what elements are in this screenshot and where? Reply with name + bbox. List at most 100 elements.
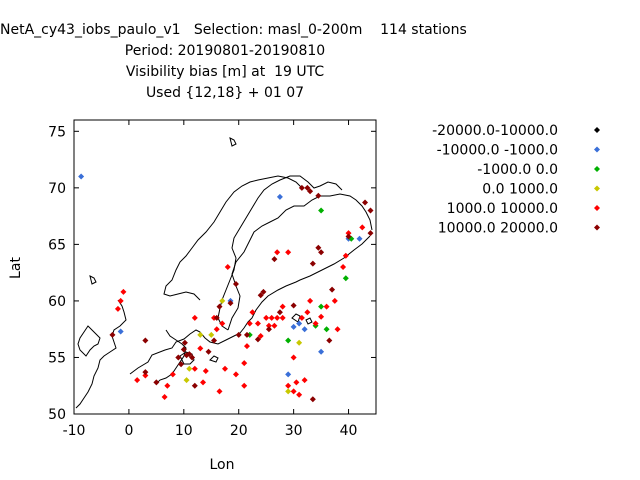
data-point-series-5	[265, 326, 272, 333]
data-point-series-3	[296, 339, 303, 346]
data-point-series-4	[265, 322, 272, 329]
y-tick-label: 50	[48, 407, 66, 423]
data-point-series-4	[120, 288, 127, 295]
x-axis-ticks: -10 0 10 20 30 40	[63, 120, 358, 439]
data-point-series-5	[315, 192, 322, 199]
data-point-series-5	[304, 184, 311, 191]
legend-marker	[594, 166, 600, 172]
data-point-series-4	[279, 303, 286, 310]
y-tick-label: 75	[48, 124, 66, 140]
data-point-series-4	[312, 320, 319, 327]
data-point-series-5	[326, 337, 333, 344]
data-point-series-5	[175, 354, 182, 361]
y-tick-label: 55	[48, 350, 66, 366]
data-point-series-5	[181, 339, 188, 346]
data-point-series-4	[216, 388, 223, 395]
data-point-series-5	[315, 244, 322, 251]
data-point-series-3	[219, 297, 226, 304]
data-point-series-2	[285, 337, 292, 344]
data-point-series-2	[342, 275, 349, 282]
legend-marker	[594, 146, 600, 153]
data-point-series-4	[254, 320, 261, 327]
data-point-series-5	[227, 300, 234, 307]
data-point-series-3	[183, 377, 190, 384]
data-point-series-4	[318, 313, 325, 320]
data-point-series-1	[318, 348, 325, 355]
data-point-series-5	[362, 199, 369, 206]
data-point-series-4	[301, 377, 308, 384]
data-point-series-5	[309, 260, 316, 267]
data-point-series-5	[276, 309, 283, 316]
data-point-series-5	[178, 361, 185, 368]
data-point-series-3	[285, 388, 292, 395]
plot-axes: -10 0 10 20 30 40 50 55 60 65 70 75 Lon Lat	[8, 119, 377, 473]
legend-label: 1000.0 10000.0	[447, 201, 558, 217]
data-point-series-2	[318, 303, 325, 310]
data-point-series-5	[232, 280, 239, 287]
x-tick-label: 10	[175, 423, 193, 439]
data-point-series-4	[331, 297, 338, 304]
data-point-series-4	[142, 372, 149, 379]
data-point-series-1	[301, 326, 308, 333]
data-point-series-4	[191, 314, 198, 321]
data-point-series-4	[290, 388, 297, 395]
data-point-series-5	[235, 331, 242, 338]
data-point-series-4	[285, 249, 292, 256]
data-point-series-5	[309, 396, 316, 403]
data-point-series-1	[285, 371, 292, 378]
data-point-series-5	[109, 331, 116, 338]
data-point-series-4	[161, 394, 168, 401]
data-point-series-4	[345, 230, 352, 237]
data-point-series-5	[307, 188, 314, 195]
data-point-series-1	[276, 193, 283, 200]
data-point-series-2	[318, 207, 325, 214]
data-point-series-4	[304, 309, 311, 316]
data-point-series-4	[241, 382, 248, 389]
data-point-series-5	[290, 302, 297, 309]
data-point-series-4	[298, 314, 305, 321]
data-point-series-5	[180, 346, 187, 353]
plot-frame	[73, 119, 377, 415]
data-point-series-4	[290, 354, 297, 361]
legend-marker	[594, 224, 600, 231]
data-point-series-5	[211, 337, 218, 344]
data-point-series-5	[191, 382, 198, 389]
data-point-series-4	[274, 249, 281, 256]
data-point-series-2	[323, 326, 330, 333]
data-point-series-5	[367, 230, 374, 237]
data-point-series-4	[268, 314, 275, 321]
data-point-series-4	[241, 360, 248, 367]
data-point-series-4	[243, 343, 250, 350]
data-point-series-4	[117, 297, 124, 304]
data-point-series-5	[216, 303, 223, 310]
data-point-series-5	[257, 292, 264, 299]
data-point-series-4	[359, 224, 366, 231]
data-point-series-5	[142, 369, 149, 376]
data-point-series-1	[117, 328, 124, 335]
data-point-series-5	[367, 207, 374, 214]
data-point-series-4	[271, 322, 278, 329]
x-tick-label: -10	[63, 423, 86, 439]
data-point-series-5	[186, 351, 193, 358]
data-points	[78, 173, 374, 403]
x-tick-label: 30	[285, 423, 303, 439]
data-point-series-4	[191, 365, 198, 372]
y-axis-ticks: 50 55 60 65 70 75	[48, 124, 376, 423]
data-point-series-5	[243, 331, 250, 338]
data-point-series-5	[318, 249, 325, 256]
data-point-series-4	[222, 365, 228, 372]
data-point-series-4	[197, 345, 204, 352]
legend-label: 0.0 1000.0	[482, 182, 558, 198]
data-point-series-4	[323, 303, 330, 310]
data-point-series-4	[274, 314, 281, 321]
chart-title-block: NetA_cy43_iobs_paulo_v1 Selection: masl_…	[0, 20, 467, 104]
x-tick-label: 40	[340, 423, 358, 439]
data-point-series-4	[232, 371, 239, 378]
data-point-series-4	[257, 332, 264, 339]
data-point-series-4	[164, 382, 171, 389]
data-point-series-4	[202, 368, 209, 375]
data-point-series-4	[134, 377, 141, 384]
data-point-series-5	[271, 256, 278, 263]
data-point-series-1	[290, 323, 297, 330]
